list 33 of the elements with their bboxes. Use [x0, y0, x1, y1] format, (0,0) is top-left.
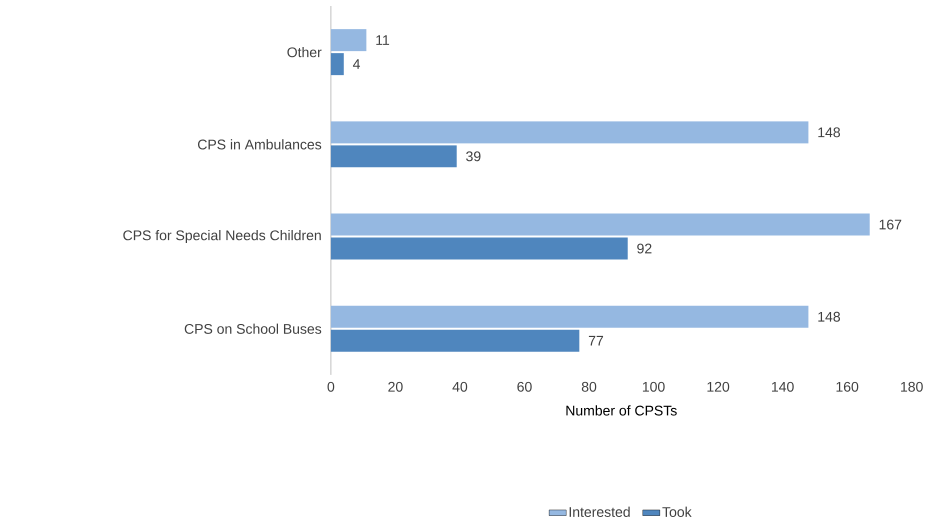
- x-tick-label: 160: [836, 382, 858, 392]
- data-label: 11: [376, 35, 390, 46]
- bar: [330, 214, 870, 236]
- x-tick-label: 20: [388, 382, 403, 392]
- bar: [330, 145, 457, 168]
- x-tick-label: 180: [901, 382, 923, 392]
- data-label: 4: [352, 59, 360, 70]
- bar: [330, 330, 580, 352]
- x-axis-title: Number of CPSTs: [566, 405, 677, 416]
- data-label: 148: [818, 312, 840, 322]
- legend-label: Interested: [570, 506, 630, 518]
- data-label: 39: [466, 151, 480, 162]
- bar: [330, 121, 808, 144]
- bar: [330, 29, 366, 52]
- x-tick-label: 140: [772, 382, 794, 392]
- bar: [330, 238, 628, 260]
- y-tick-label: Other: [287, 47, 322, 58]
- x-tick-label: 60: [517, 382, 532, 392]
- y-tick-label: CPS for Special Needs Children: [123, 230, 321, 244]
- data-label: 167: [880, 220, 902, 230]
- bar: [330, 306, 808, 328]
- x-tick-label: 40: [452, 382, 468, 392]
- x-tick-label: 80: [582, 382, 596, 392]
- legend-label: Took: [662, 506, 692, 518]
- bar: [330, 53, 344, 76]
- y-tick-label: CPS on School Buses: [184, 324, 322, 334]
- data-label: 77: [588, 336, 604, 346]
- x-tick-label: 100: [642, 382, 665, 392]
- x-tick-label: 0: [328, 382, 334, 392]
- data-label: 92: [637, 244, 652, 254]
- x-tick-label: 120: [707, 382, 730, 392]
- y-tick-label: CPS in Ambulances: [198, 139, 322, 150]
- data-label: 148: [818, 127, 840, 138]
